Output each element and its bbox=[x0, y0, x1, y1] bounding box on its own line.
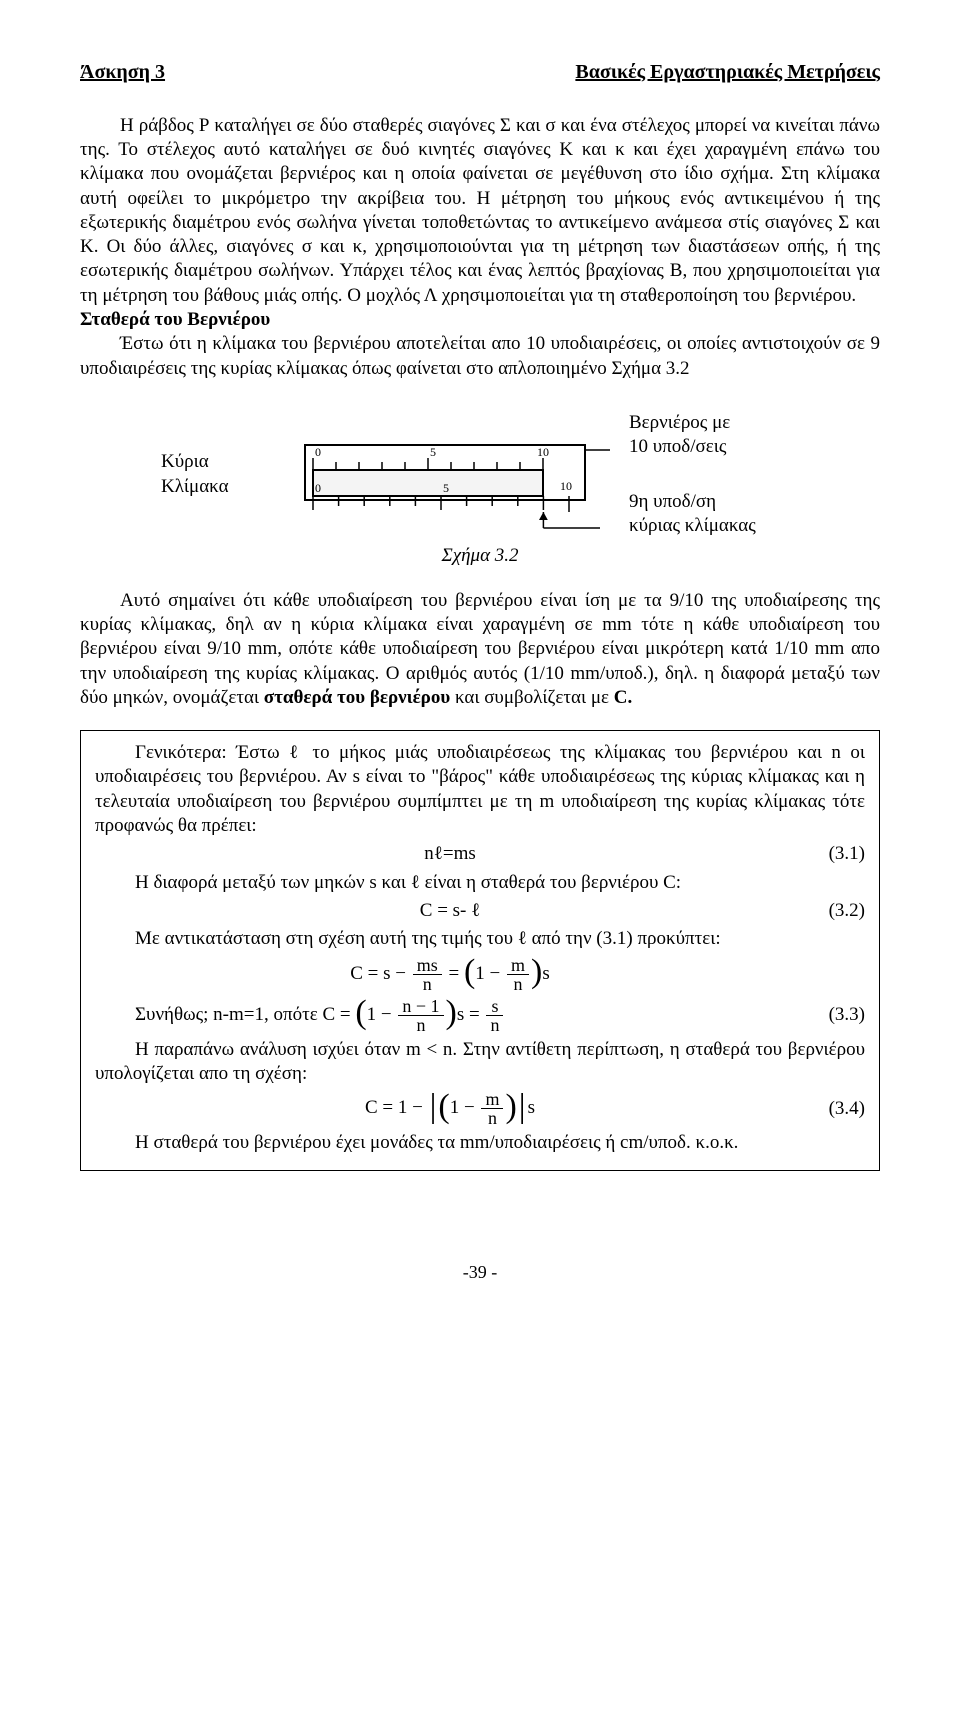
figure-label-right: Βερνιέρος με 10 υποδ/σεις 9η υποδ/ση κύρ… bbox=[629, 411, 799, 538]
paragraph-1: Η ράβδος Ρ καταλήγει σε δύο σταθερές σια… bbox=[80, 114, 880, 309]
eq3-mid: = bbox=[444, 963, 464, 984]
eq2-num: (3.2) bbox=[805, 899, 865, 923]
eq3-1: 1 − bbox=[475, 963, 505, 984]
eq4-frac1: n − 1n bbox=[398, 997, 443, 1034]
fig-left-line1: Κύρια bbox=[161, 451, 209, 472]
box-p3: Με αντικατάσταση στη σχέση αυτή της τιμή… bbox=[95, 927, 865, 951]
fig-right-line3: 9η υποδ/ση bbox=[629, 491, 716, 512]
eq4-intro: Συνήθως; n-m=1, οπότε bbox=[135, 1004, 322, 1025]
p3-bold-2: C. bbox=[614, 687, 632, 708]
svg-text:0: 0 bbox=[315, 481, 321, 495]
svg-text:5: 5 bbox=[430, 445, 436, 459]
svg-text:10: 10 bbox=[560, 479, 572, 493]
eq3-post: s bbox=[542, 963, 549, 984]
eq5-pre: C = 1 − bbox=[365, 1097, 428, 1118]
eq2-expr: C = s- ℓ bbox=[95, 899, 805, 923]
header-left: Άσκηση 3 bbox=[80, 60, 165, 86]
eq4-mid: s = bbox=[457, 1004, 485, 1025]
ruler-diagram: 0 5 10 0 5 10 bbox=[285, 420, 615, 530]
box-p6: Η σταθερά του βερνιέρου έχει μονάδες τα … bbox=[95, 1131, 865, 1155]
fig-right-line1: Βερνιέρος με bbox=[629, 412, 730, 433]
figure-caption: Σχήμα 3.2 bbox=[80, 544, 880, 568]
equation-3-3: Συνήθως; n-m=1, οπότε C = (1 − n − 1n)s … bbox=[95, 997, 865, 1034]
eq5-frac: mn bbox=[481, 1090, 503, 1127]
paragraph-2: Έστω ότι η κλίμακα του βερνιέρου αποτελε… bbox=[80, 332, 880, 381]
header-right: Βασικές Εργαστηριακές Μετρήσεις bbox=[575, 60, 880, 86]
eq3-frac1: msn bbox=[413, 956, 442, 993]
theory-box: Γενικότερα: Έστω ℓ το μήκος μιάς υποδιαι… bbox=[80, 730, 880, 1170]
box-p1: Γενικότερα: Έστω ℓ το μήκος μιάς υποδιαι… bbox=[95, 741, 865, 838]
page-header: Άσκηση 3 Βασικές Εργαστηριακές Μετρήσεις bbox=[80, 60, 880, 86]
equation-3-4: C = 1 − |(1 − mn)|s (3.4) bbox=[95, 1090, 865, 1127]
svg-text:10: 10 bbox=[537, 445, 549, 459]
eq1-num: (3.1) bbox=[805, 842, 865, 866]
eq1-expr: nℓ=ms bbox=[95, 842, 805, 866]
paragraph-3: Αυτό σημαίνει ότι κάθε υποδιαίρεση του β… bbox=[80, 589, 880, 711]
eq3-expr: C = s − msn = (1 − mn)s bbox=[95, 956, 805, 993]
eq5-post: s bbox=[528, 1097, 535, 1118]
svg-text:5: 5 bbox=[443, 481, 449, 495]
eq4-pre: C = bbox=[322, 1004, 355, 1025]
fig-right-line2: 10 υποδ/σεις bbox=[629, 436, 726, 457]
fig-right-line4: κύριας κλίμακας bbox=[629, 515, 756, 536]
fig-left-line2: Κλίμακα bbox=[161, 476, 229, 497]
box-p2: Η διαφορά μεταξύ των μηκών s και ℓ είναι… bbox=[95, 871, 865, 895]
eq4-1: 1 − bbox=[367, 1004, 397, 1025]
eq5-num: (3.4) bbox=[805, 1097, 865, 1121]
eq4-num: (3.3) bbox=[805, 1003, 865, 1027]
eq4-frac2: sn bbox=[486, 997, 503, 1034]
box-p5: Η παραπάνω ανάλυση ισχύει όταν m < n. Στ… bbox=[95, 1038, 865, 1087]
equation-3-2: C = s- ℓ (3.2) bbox=[95, 899, 865, 923]
eq3-frac2: mn bbox=[507, 956, 529, 993]
eq5-expr: C = 1 − |(1 − mn)|s bbox=[95, 1090, 805, 1127]
p3-bold-1: σταθερά του βερνιέρου bbox=[264, 687, 450, 708]
equation-3-derivation: C = s − msn = (1 − mn)s bbox=[95, 956, 865, 993]
svg-text:0: 0 bbox=[315, 445, 321, 459]
eq3-pre: C = s − bbox=[350, 963, 411, 984]
eq4-expr: Συνήθως; n-m=1, οπότε C = (1 − n − 1n)s … bbox=[95, 997, 805, 1034]
figure-3-2: Κύρια Κλίμακα 0 5 bbox=[80, 411, 880, 569]
section-title: Σταθερά του Βερνιέρου bbox=[80, 308, 880, 332]
figure-label-left: Κύρια Κλίμακα bbox=[161, 450, 271, 499]
page-number: -39 - bbox=[80, 1261, 880, 1284]
eq5-1m: 1 − bbox=[450, 1097, 480, 1118]
p3-text-c: και συμβολίζεται με bbox=[450, 687, 614, 708]
equation-3-1: nℓ=ms (3.1) bbox=[95, 842, 865, 866]
